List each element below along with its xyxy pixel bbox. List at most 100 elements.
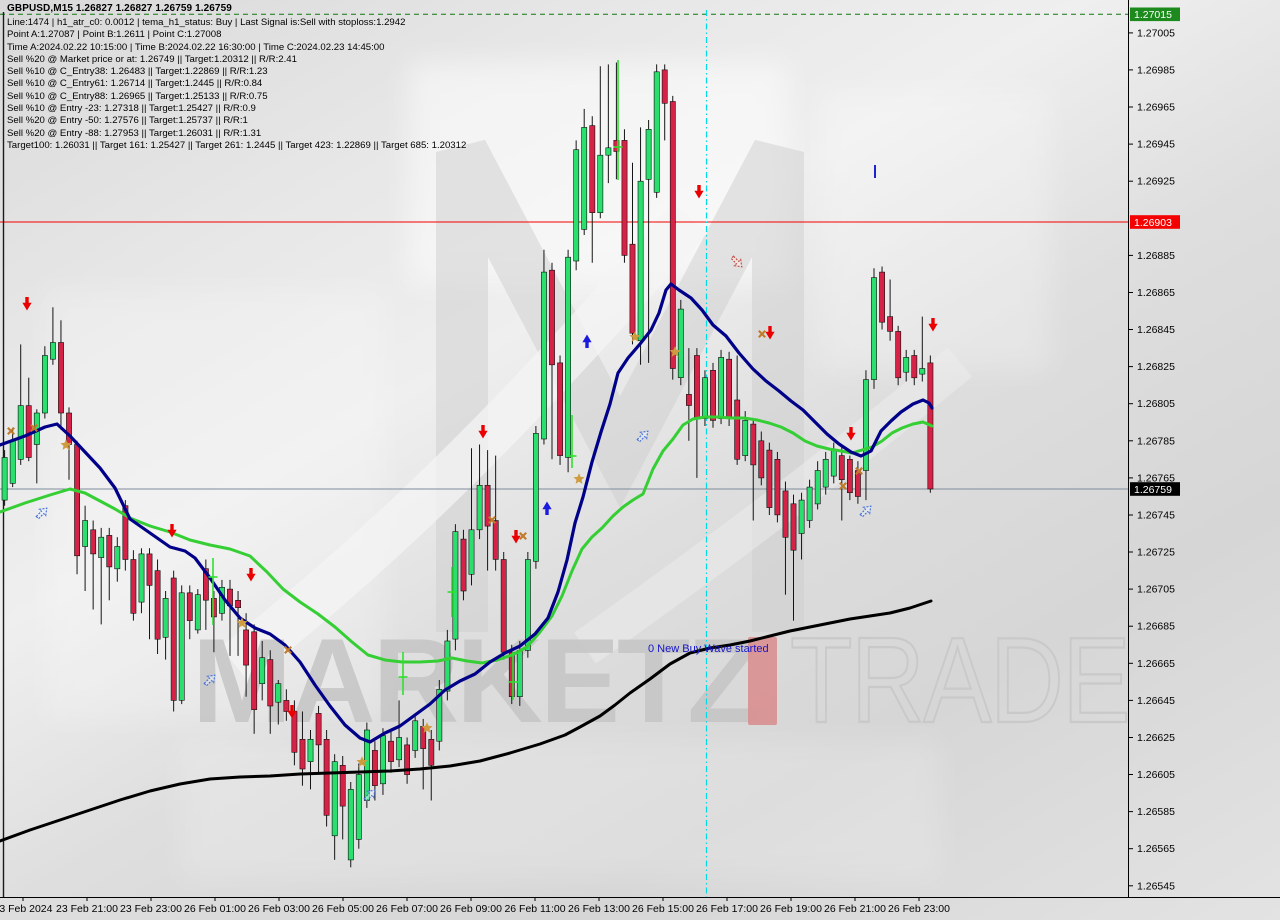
price-tick-label: 1.26885 [1137, 250, 1175, 262]
x-mark-icon [284, 646, 292, 654]
bear-candle [211, 598, 217, 618]
watermark-text-marketz: MARKETZ [192, 614, 758, 748]
bear-candle [74, 444, 80, 557]
watermark-text-trade: TRADE [790, 612, 1129, 748]
time-tick-label: 26 Feb 15:00 [632, 903, 694, 915]
time-tick-label: 26 Feb 05:00 [312, 903, 374, 915]
price-tag-label: 1.26903 [1134, 217, 1172, 229]
chart-header: GBPUSD,M15 1.26827 1.26827 1.26759 1.267… [7, 3, 466, 152]
price-tag [1130, 215, 1180, 229]
bull-candle [476, 484, 483, 531]
price-tick-label: 1.26965 [1137, 102, 1175, 114]
bear-candle [629, 243, 636, 334]
bear-candle [371, 750, 378, 786]
trend-up-outline-arrow-icon [636, 430, 649, 443]
time-tick-label: 26 Feb 09:00 [440, 903, 502, 915]
bull-candle [178, 592, 185, 701]
time-tick-label: 23 Feb 23:00 [120, 903, 182, 915]
time-tick-label: 23 Feb 21:00 [56, 903, 118, 915]
star-mark-icon [236, 617, 248, 628]
bull-candle [412, 720, 419, 751]
bear-candle [879, 271, 885, 323]
bull-candle [331, 761, 338, 837]
time-tick-label: 26 Feb 17:00 [696, 903, 758, 915]
bear-candle [661, 69, 668, 104]
bear-candle [243, 629, 249, 666]
bear-candle [557, 362, 563, 456]
trend-up-outline-arrow-icon [363, 789, 376, 802]
bull-candle [863, 379, 869, 471]
bear-candle [589, 125, 596, 213]
price-tick-label: 1.26565 [1137, 843, 1175, 855]
x-mark-icon [488, 516, 496, 524]
bull-candle [9, 440, 16, 484]
bull-candle [194, 594, 201, 631]
bull-candle [444, 640, 451, 692]
price-tick-label: 1.26705 [1137, 584, 1175, 596]
time-tick-label: 26 Feb 19:00 [760, 903, 822, 915]
price-tick-label: 1.26685 [1137, 621, 1175, 633]
price-tick-label: 1.26585 [1137, 806, 1175, 818]
price-tick-label: 1.26865 [1137, 287, 1175, 299]
bear-candle [339, 764, 346, 807]
sell-arrow-icon [694, 185, 704, 199]
bear-candle [710, 369, 716, 421]
bear-candle [693, 355, 700, 419]
price-tick-label: 1.26825 [1137, 361, 1175, 373]
bear-candle [404, 744, 410, 775]
bear-candle [911, 355, 918, 379]
bear-candle [122, 505, 129, 560]
price-tick-label: 1.26925 [1137, 176, 1175, 188]
price-tick-label: 1.26985 [1137, 64, 1175, 76]
price-tick-label: 1.26725 [1137, 547, 1175, 559]
bull-candle [581, 127, 588, 230]
info-line: Sell %10 @ C_Entry61: 1.26714 || Target:… [7, 78, 263, 90]
bear-candle [299, 738, 306, 770]
slow-ma-black [0, 599, 933, 843]
bull-candle [259, 657, 266, 685]
bear-candle [315, 713, 322, 746]
trend-up-outline-arrow-icon [859, 505, 872, 518]
price-tick-label: 1.26765 [1137, 472, 1175, 484]
symbol-title: GBPUSD,M15 1.26827 1.26827 1.26759 1.267… [7, 3, 232, 14]
time-tick-label: 26 Feb 23:00 [888, 903, 950, 915]
bear-candle [846, 458, 853, 493]
star-mark-icon [356, 756, 368, 767]
bull-candle [871, 277, 877, 380]
bear-candle [154, 570, 161, 640]
price-tag [1130, 7, 1180, 22]
sell-arrow-icon [22, 297, 32, 311]
x-mark-icon [758, 330, 766, 338]
info-line: Point A:1.27087 | Point B:1.2611 | Point… [7, 29, 222, 41]
bull-candle [41, 355, 48, 414]
bear-candle [170, 577, 177, 701]
bear-candle [895, 331, 902, 379]
star-mark-icon [60, 439, 72, 450]
bull-candle [17, 405, 24, 460]
bear-candle [25, 405, 32, 458]
bull-candle [524, 559, 531, 651]
bear-candle [766, 449, 773, 508]
info-line: Target100: 1.26031 || Target 161: 1.2542… [7, 139, 467, 151]
price-tag-label: 1.26759 [1134, 484, 1172, 496]
fast-ma-navy [0, 282, 934, 744]
time-tick-label: 26 Feb 11:00 [504, 903, 565, 915]
bull-candle [49, 342, 56, 360]
sell-arrow-icon [928, 318, 938, 332]
sell-arrow-icon [765, 326, 775, 340]
bull-candle [702, 377, 708, 419]
watermark-logo-block [748, 637, 777, 725]
bull-candle [637, 180, 644, 341]
bear-candle [428, 738, 435, 766]
price-tick-label: 1.26745 [1137, 510, 1175, 522]
bear-candle [267, 659, 274, 707]
x-mark-icon [30, 424, 38, 432]
trend-up-outline-arrow-icon [35, 507, 48, 520]
price-tick-label: 1.26945 [1137, 139, 1175, 151]
price-tick-label: 1.26625 [1137, 732, 1175, 744]
bear-candle [774, 458, 781, 516]
bear-candle [750, 423, 757, 466]
